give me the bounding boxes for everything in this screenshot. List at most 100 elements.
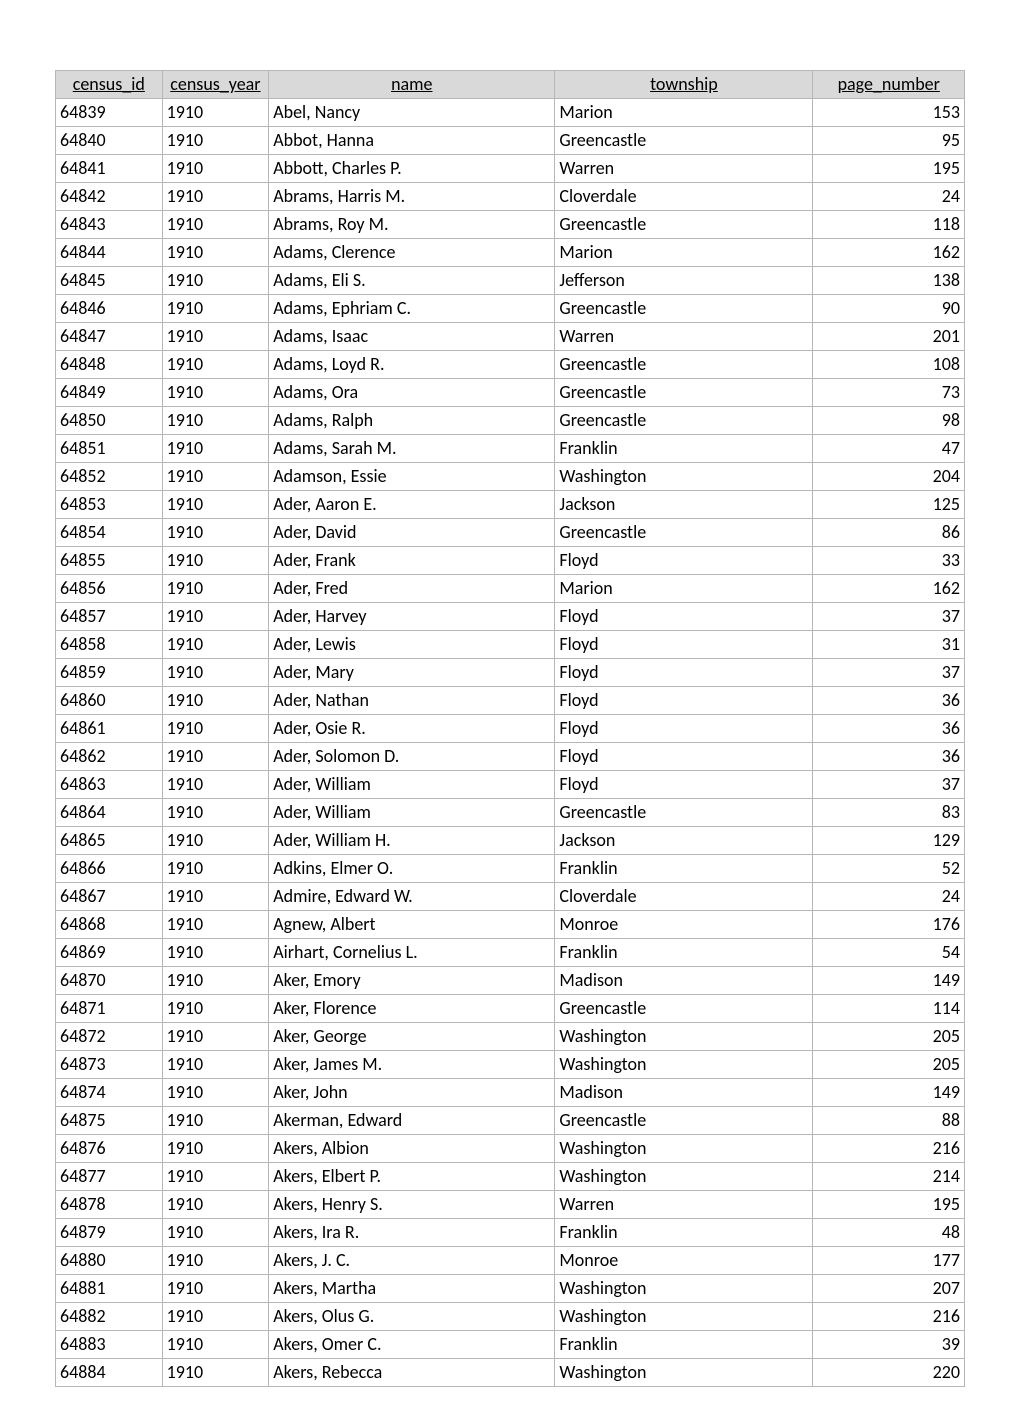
cell-township: Washington: [555, 1275, 813, 1303]
table-row: 648611910Ader, Osie R.Floyd36: [56, 715, 965, 743]
cell-name: Akers, Albion: [269, 1135, 555, 1163]
table-row: 648491910Adams, OraGreencastle73: [56, 379, 965, 407]
cell-page-number: 73: [813, 379, 965, 407]
cell-census-id: 64862: [56, 743, 163, 771]
cell-census-year: 1910: [162, 743, 269, 771]
cell-township: Washington: [555, 1359, 813, 1387]
cell-census-year: 1910: [162, 155, 269, 183]
table-row: 648631910Ader, WilliamFloyd37: [56, 771, 965, 799]
table-row: 648411910Abbott, Charles P.Warren195: [56, 155, 965, 183]
cell-page-number: 162: [813, 239, 965, 267]
cell-census-id: 64858: [56, 631, 163, 659]
cell-page-number: 54: [813, 939, 965, 967]
table-header: census_id census_year name township page…: [56, 71, 965, 99]
cell-name: Adams, Eli S.: [269, 267, 555, 295]
table-row: 648761910Akers, AlbionWashington216: [56, 1135, 965, 1163]
cell-township: Greencastle: [555, 519, 813, 547]
cell-census-year: 1910: [162, 575, 269, 603]
cell-township: Floyd: [555, 771, 813, 799]
cell-township: Marion: [555, 99, 813, 127]
cell-name: Adams, Sarah M.: [269, 435, 555, 463]
cell-name: Akers, Rebecca: [269, 1359, 555, 1387]
cell-township: Greencastle: [555, 799, 813, 827]
cell-name: Abel, Nancy: [269, 99, 555, 127]
cell-census-year: 1910: [162, 239, 269, 267]
cell-township: Madison: [555, 1079, 813, 1107]
cell-census-year: 1910: [162, 351, 269, 379]
cell-page-number: 95: [813, 127, 965, 155]
cell-page-number: 207: [813, 1275, 965, 1303]
cell-census-year: 1910: [162, 1219, 269, 1247]
table-row: 648621910Ader, Solomon D.Floyd36: [56, 743, 965, 771]
table-row: 648671910Admire, Edward W.Cloverdale24: [56, 883, 965, 911]
cell-census-id: 64879: [56, 1219, 163, 1247]
table-row: 648451910Adams, Eli S.Jefferson138: [56, 267, 965, 295]
col-header-name: name: [269, 71, 555, 99]
cell-census-id: 64859: [56, 659, 163, 687]
table-row: 648581910Ader, LewisFloyd31: [56, 631, 965, 659]
table-row: 648401910Abbot, HannaGreencastle95: [56, 127, 965, 155]
cell-name: Ader, Nathan: [269, 687, 555, 715]
cell-census-id: 64878: [56, 1191, 163, 1219]
table-row: 648441910Adams, ClerenceMarion162: [56, 239, 965, 267]
table-row: 648831910Akers, Omer C.Franklin39: [56, 1331, 965, 1359]
cell-census-year: 1910: [162, 1303, 269, 1331]
cell-page-number: 153: [813, 99, 965, 127]
cell-census-year: 1910: [162, 827, 269, 855]
cell-township: Warren: [555, 1191, 813, 1219]
cell-page-number: 204: [813, 463, 965, 491]
cell-name: Ader, William: [269, 799, 555, 827]
cell-township: Madison: [555, 967, 813, 995]
cell-township: Washington: [555, 1163, 813, 1191]
cell-page-number: 216: [813, 1135, 965, 1163]
cell-census-id: 64851: [56, 435, 163, 463]
cell-township: Jefferson: [555, 267, 813, 295]
cell-census-id: 64875: [56, 1107, 163, 1135]
table-header-row: census_id census_year name township page…: [56, 71, 965, 99]
table-row: 648771910Akers, Elbert P.Washington214: [56, 1163, 965, 1191]
cell-name: Aker, Florence: [269, 995, 555, 1023]
cell-township: Cloverdale: [555, 183, 813, 211]
cell-census-id: 64843: [56, 211, 163, 239]
cell-name: Aker, James M.: [269, 1051, 555, 1079]
table-row: 648481910Adams, Loyd R.Greencastle108: [56, 351, 965, 379]
cell-page-number: 52: [813, 855, 965, 883]
cell-page-number: 36: [813, 715, 965, 743]
cell-census-year: 1910: [162, 1359, 269, 1387]
cell-census-year: 1910: [162, 1191, 269, 1219]
cell-name: Ader, Solomon D.: [269, 743, 555, 771]
cell-township: Cloverdale: [555, 883, 813, 911]
cell-census-id: 64883: [56, 1331, 163, 1359]
cell-township: Floyd: [555, 631, 813, 659]
cell-census-id: 64853: [56, 491, 163, 519]
cell-page-number: 205: [813, 1023, 965, 1051]
table-row: 648601910Ader, NathanFloyd36: [56, 687, 965, 715]
cell-township: Greencastle: [555, 127, 813, 155]
cell-township: Washington: [555, 1135, 813, 1163]
cell-census-id: 64884: [56, 1359, 163, 1387]
cell-name: Akers, Henry S.: [269, 1191, 555, 1219]
cell-township: Marion: [555, 575, 813, 603]
cell-name: Adams, Ralph: [269, 407, 555, 435]
table-row: 648571910Ader, HarveyFloyd37: [56, 603, 965, 631]
cell-township: Franklin: [555, 939, 813, 967]
table-row: 648511910Adams, Sarah M.Franklin47: [56, 435, 965, 463]
cell-census-id: 64861: [56, 715, 163, 743]
cell-township: Greencastle: [555, 211, 813, 239]
cell-township: Franklin: [555, 1219, 813, 1247]
cell-census-year: 1910: [162, 603, 269, 631]
cell-township: Floyd: [555, 743, 813, 771]
cell-township: Franklin: [555, 855, 813, 883]
cell-name: Akerman, Edward: [269, 1107, 555, 1135]
table-row: 648781910Akers, Henry S.Warren195: [56, 1191, 965, 1219]
cell-census-year: 1910: [162, 211, 269, 239]
cell-page-number: 162: [813, 575, 965, 603]
table-row: 648421910Abrams, Harris M.Cloverdale24: [56, 183, 965, 211]
col-header-census-id: census_id: [56, 71, 163, 99]
cell-census-year: 1910: [162, 1247, 269, 1275]
cell-page-number: 138: [813, 267, 965, 295]
cell-township: Greencastle: [555, 1107, 813, 1135]
cell-census-id: 64864: [56, 799, 163, 827]
cell-township: Floyd: [555, 715, 813, 743]
cell-township: Jackson: [555, 827, 813, 855]
